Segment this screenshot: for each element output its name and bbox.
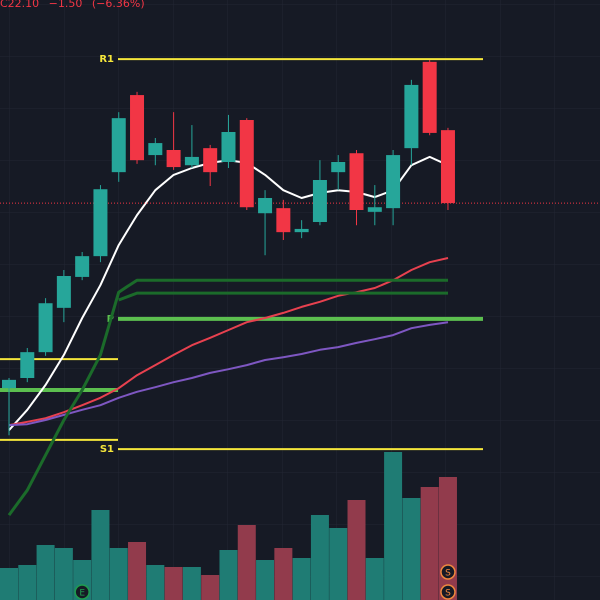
candle-body: [2, 379, 16, 389]
volume-bar: [54, 548, 73, 600]
candle-body: [404, 84, 419, 149]
candle-body: [184, 156, 199, 166]
candle-body: [349, 153, 364, 210]
header-change: −1.50: [49, 0, 83, 10]
candle-body: [20, 352, 35, 378]
header: C22.10 −1.50 (−6.36%): [0, 0, 145, 10]
event-marker: [440, 584, 456, 600]
volume-bar: [347, 500, 366, 600]
candle-body: [367, 207, 382, 212]
volume-bar: [310, 515, 329, 600]
volume-bar: [420, 487, 439, 600]
volume-bar: [36, 545, 55, 600]
candle-body: [56, 276, 71, 308]
candle-body: [166, 150, 181, 168]
level-label: S1: [100, 444, 114, 455]
volume-bar: [128, 542, 147, 600]
volume-bar: [438, 477, 457, 600]
candle-body: [221, 132, 236, 162]
candle-body: [239, 120, 254, 208]
volume-bar: [237, 525, 256, 600]
candle-body: [440, 130, 455, 204]
candle-body: [111, 118, 126, 173]
volume-bar: [329, 528, 348, 600]
candle-body: [258, 198, 273, 214]
header-close: C22.10: [0, 0, 39, 10]
indicator-line: [8, 257, 449, 427]
volume-bar: [219, 550, 238, 600]
header-change-pct: (−6.36%): [92, 0, 145, 10]
volume-bar: [292, 558, 311, 600]
indicator-line: [7, 278, 448, 516]
indicator-line: [8, 321, 449, 427]
volume-bar: [365, 558, 384, 600]
candle-body: [75, 256, 90, 277]
volume-bar: [201, 575, 220, 600]
volume-bar: [256, 560, 275, 600]
event-label: E: [79, 589, 85, 599]
volume-bar: [91, 510, 110, 600]
candle-body: [422, 61, 437, 133]
event-marker: [74, 584, 90, 600]
event-label: S: [445, 569, 451, 579]
event-marker: [440, 564, 456, 580]
volume-bar: [109, 548, 128, 600]
volume-bar: [274, 548, 293, 600]
candle-body: [331, 162, 346, 173]
candle-body: [276, 208, 291, 233]
volume-bar: [164, 567, 183, 600]
candle-body: [130, 95, 145, 161]
volume-bar: [402, 498, 421, 600]
candle-body: [38, 303, 53, 353]
indicator-line: [118, 291, 448, 302]
candle-body: [148, 143, 163, 156]
candle-body: [294, 228, 309, 233]
volume-bar: [0, 568, 18, 600]
candle-body: [203, 148, 218, 173]
volume-bar: [384, 452, 403, 600]
volume-bar: [182, 567, 201, 600]
event-label: S: [445, 589, 451, 599]
level-label: R1: [99, 54, 114, 65]
candle-body: [93, 189, 108, 257]
candle-body: [386, 155, 401, 209]
candle-body: [312, 180, 327, 222]
volume-bar: [146, 565, 165, 600]
volume-bar: [18, 565, 37, 600]
